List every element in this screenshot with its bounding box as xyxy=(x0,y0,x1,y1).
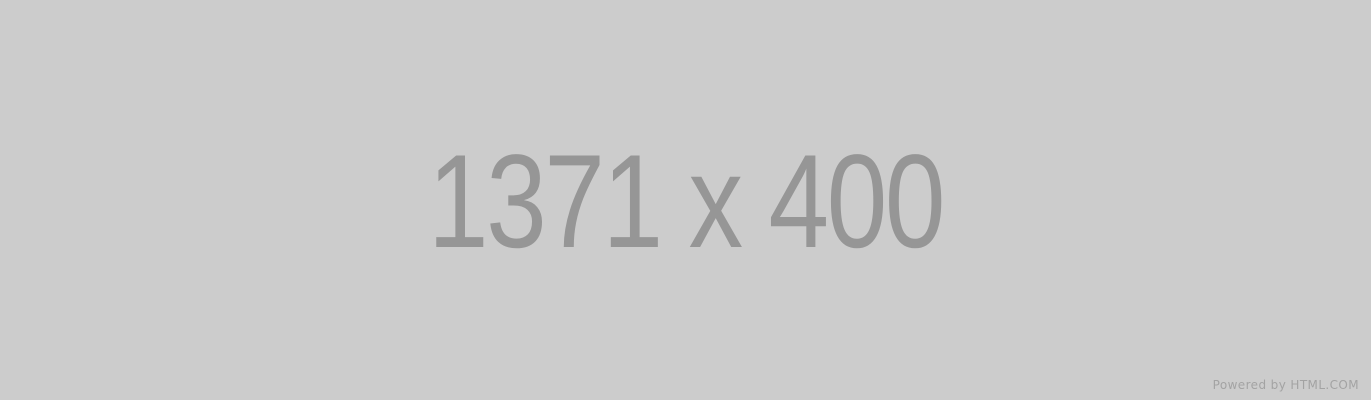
dimensions-label: 1371 x 400 xyxy=(427,128,946,276)
powered-by-credit: Powered by HTML.COM xyxy=(1212,378,1359,392)
